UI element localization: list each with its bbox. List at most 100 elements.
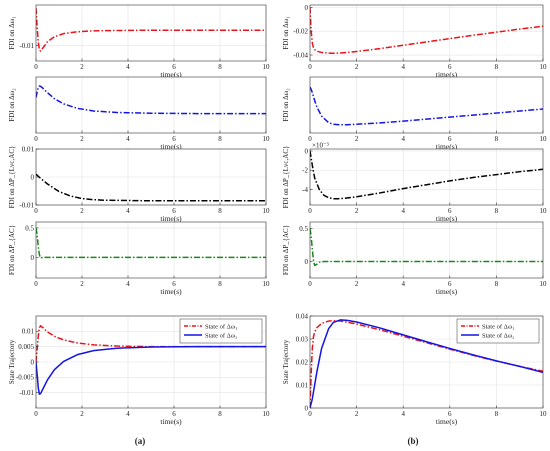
chart-a2: 0 2 4 6 8 10 time(s) FDI on Δω₂ [8,76,271,151]
plot-frame [35,221,267,279]
x-tick-label: 0 [308,135,312,143]
y-tick-label: 0.005 [18,343,34,351]
y-axis-label: State Trajectory [282,339,290,384]
y-axis-label: FDI on ΔP_{AC} [8,225,16,275]
y-axis-label: FDI on Δω₂ [282,88,290,122]
y-tick-label: 0.02 [296,358,309,366]
y-axis-label: FDI on Δω₁ [8,16,16,49]
y-tick-label: -0.005 [16,374,35,382]
x-tick-label: 10 [540,410,548,418]
x-tick-label: 6 [448,280,452,288]
x-tick-label: 6 [172,63,176,71]
x-tick-label: 2 [80,207,84,215]
x-tick-label: 8 [218,63,222,71]
x-axis-label: time(s) [160,70,182,79]
plot-frame [35,76,267,134]
x-tick-label: 0 [34,410,38,418]
x-tick-label: 2 [80,135,84,143]
x-axis-label: time(s) [436,70,458,79]
x-tick-label: 2 [355,410,359,418]
plot-background [36,222,266,278]
x-tick-label: 0 [308,410,312,418]
y-tick-label: 0 [305,258,309,266]
y-tick-label: 0.5 [25,224,34,232]
x-tick-label: 4 [126,207,130,215]
x-tick-label: 10 [540,135,548,143]
x-axis-label: time(s) [160,142,182,151]
caption-right: (b) [408,436,419,446]
x-tick-label: 10 [540,280,548,288]
legend-label: State of Δω₁ [482,323,514,330]
y-axis-label: FDI on ΔP_{Lvc,AC} [8,146,16,209]
chart-b1: 0 2 4 6 8 10 -0.04 -0.02 0 time(s) FDI on Δω₁ [282,4,547,79]
y-axis-label: FDI on ΔP_{AC} [282,225,290,275]
legend-label: State of Δω₂ [205,332,237,339]
x-tick-label: 10 [263,280,271,288]
x-tick-label: 8 [495,207,499,215]
series-line-1 [310,86,543,126]
series-line-2 [36,345,266,395]
x-tick-label: 4 [126,63,130,71]
x-tick-label: 6 [448,63,452,71]
plot-frame [35,4,267,62]
x-tick-label: 6 [172,135,176,143]
y-tick-label: 0 [305,4,309,12]
x-tick-label: 0 [308,63,312,71]
x-tick-label: 6 [448,135,452,143]
x-axis-label: time(s) [160,214,182,223]
x-tick-label: 2 [80,63,84,71]
x-tick-label: 2 [355,280,359,288]
chart-a1: 0 2 4 6 8 10 -0.01 time(s) FDI on Δω₁ [8,4,270,79]
x-tick-label: 4 [126,135,130,143]
plot-frame [309,148,544,206]
legend: State of Δω₁ State of Δω₂ [456,318,540,344]
plot-background [310,149,543,205]
plot-background [36,5,266,61]
x-tick-label: 10 [263,135,271,143]
plot-background [36,77,266,133]
x-tick-label: 4 [401,410,405,418]
legend-label: State of Δω₁ [205,323,237,330]
caption-left: (a) [135,436,146,446]
x-tick-label: 10 [263,207,271,215]
y-axis-label: FDI on ΔP_{Lvc,AC} [282,146,290,209]
series-line-1 [310,228,543,267]
x-tick-label: 6 [172,280,176,288]
chart-b2: 0 2 4 6 8 10 time(s) FDI on Δω₂ [282,76,548,151]
legend-box [456,318,540,344]
chart-b5: 0 2 4 6 8 10 0 0.01 0.02 0.03 0.04 time(s) State Tra… [282,312,547,426]
x-axis-label: time(s) [160,287,182,296]
y-tick-label: 0 [305,147,309,155]
x-axis-label: time(s) [436,142,458,151]
x-tick-label: 2 [355,207,359,215]
y-tick-label: 0.01 [296,381,309,389]
x-axis-label: time(s) [160,417,182,426]
series-line-1 [36,325,266,363]
y-tick-label: -4 [302,186,308,194]
series-line-1 [36,8,266,52]
legend: State of Δω₁ State of Δω₂ [179,318,263,344]
x-axis-label: time(s) [436,214,458,223]
charts-layer: 0 2 4 6 8 10 -0.01 time(s) FDI on Δω₁ 0 2 4 6 8 10 -0.0… [8,4,547,426]
x-tick-label: 4 [126,280,130,288]
y-tick-label: 0 [31,173,35,181]
x-tick-label: 6 [448,207,452,215]
x-tick-label: 8 [495,135,499,143]
y-tick-label: -0.01 [19,201,34,209]
series-line-1 [36,227,266,259]
y-tick-label: 0.5 [299,225,308,233]
x-tick-label: 0 [308,280,312,288]
y-tick-label: -2 [302,167,308,175]
series-line-1 [36,173,266,202]
plot-frame [309,4,544,62]
x-tick-label: 4 [401,207,405,215]
y-tick-label: 0.03 [296,335,309,343]
x-tick-label: 0 [34,280,38,288]
x-tick-label: 8 [495,410,499,418]
x-tick-label: 2 [80,280,84,288]
x-tick-label: 4 [126,410,130,418]
series-line-1 [310,7,543,55]
x-tick-label: 0 [308,207,312,215]
